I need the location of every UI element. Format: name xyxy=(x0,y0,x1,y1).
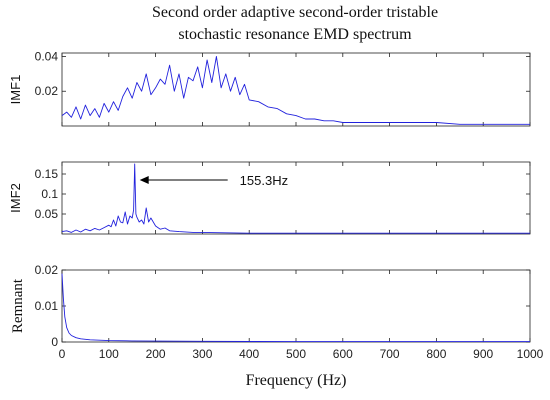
remnant-xtick-label: 800 xyxy=(426,347,446,361)
remnant-xtick-label: 300 xyxy=(192,347,212,361)
annotation-label: 155.3Hz xyxy=(240,173,288,188)
imf2-series-line xyxy=(61,163,530,234)
remnant-xtick-label: 1000 xyxy=(517,347,544,361)
chart-title-line-1: Second order adaptive second-order trist… xyxy=(151,4,439,21)
imf2-ytick-label: 0.1 xyxy=(41,187,58,201)
remnant-ylabel: Remnant xyxy=(10,278,26,333)
annotation-arrowhead xyxy=(139,176,149,184)
chart-title-line-2: stochastic resonance EMD spectrum xyxy=(178,26,412,43)
imf2-ylabel: IMF2 xyxy=(8,183,23,213)
x-axis-label: Frequency (Hz) xyxy=(245,372,347,389)
imf1-series-line xyxy=(61,56,530,125)
remnant-axes-frame xyxy=(61,269,531,343)
remnant-ytick-label: 0.01 xyxy=(35,299,59,313)
imf1-axes-frame xyxy=(61,52,531,127)
remnant-xtick-label: 400 xyxy=(239,347,259,361)
imf1-ytick-label: 0.04 xyxy=(35,49,59,63)
remnant-xtick-label: 0 xyxy=(59,347,66,361)
remnant-xtick-label: 600 xyxy=(333,347,353,361)
imf2-ytick-label: 0.05 xyxy=(35,207,59,221)
remnant-xtick-label: 500 xyxy=(286,347,306,361)
remnant-ytick-label: 0.02 xyxy=(35,263,59,277)
remnant-xtick-label: 100 xyxy=(99,347,119,361)
imf1-ylabel: IMF1 xyxy=(8,75,23,105)
remnant-ytick-label: 0 xyxy=(51,335,58,349)
remnant-xtick-label: 900 xyxy=(473,347,493,361)
imf2-axes-frame xyxy=(61,161,531,235)
imf2-ytick-label: 0.15 xyxy=(35,167,59,181)
remnant-series-line xyxy=(61,273,530,343)
remnant-xtick-label: 200 xyxy=(146,347,166,361)
remnant-xtick-label: 700 xyxy=(380,347,400,361)
imf1-ytick-label: 0.02 xyxy=(35,84,59,98)
